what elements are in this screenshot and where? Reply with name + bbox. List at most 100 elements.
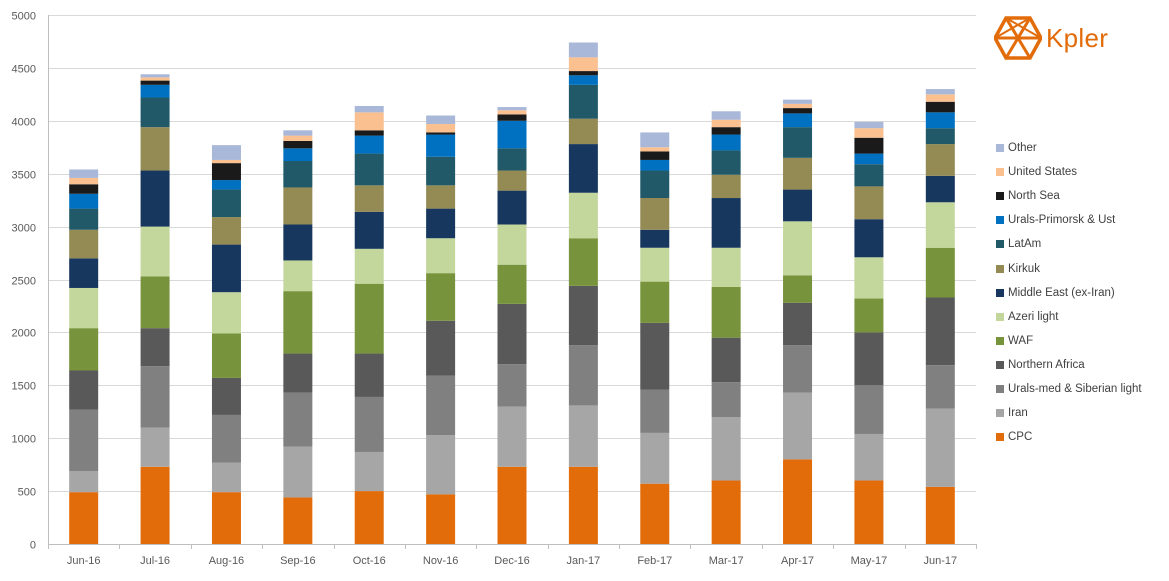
- legend-swatch: [996, 216, 1004, 225]
- legend-swatch: [996, 360, 1004, 369]
- bar-segment: [640, 132, 670, 148]
- bar-segment: [211, 217, 241, 245]
- bar-segment: [854, 153, 884, 165]
- y-tick-label: 4500: [12, 64, 36, 76]
- bar-segment: [497, 224, 527, 265]
- bar-segment: [783, 127, 813, 158]
- bar-segment: [283, 140, 313, 149]
- bar-segment: [69, 287, 99, 329]
- bar-segment: [568, 285, 598, 346]
- y-tick-label: 5000: [12, 11, 36, 23]
- bar-segment: [640, 281, 670, 323]
- legend-swatch: [996, 168, 1004, 177]
- bar-segment: [640, 322, 670, 390]
- bar-segment: [711, 382, 741, 418]
- bar-segment: [640, 229, 670, 248]
- bar-segment: [497, 190, 527, 225]
- chart-legend: Other United States North Sea Urals-Primors…: [996, 136, 1166, 449]
- legend-swatch: [996, 240, 1004, 249]
- bar-segment: [925, 247, 955, 298]
- bar-segment: [568, 238, 598, 286]
- legend-label: United States: [1008, 166, 1078, 179]
- bar-segment: [283, 161, 313, 188]
- legend-swatch: [996, 384, 1004, 393]
- bar-segment: [426, 273, 456, 321]
- bar-segment: [854, 298, 884, 333]
- bar-segment: [783, 459, 813, 544]
- bar-segment: [783, 189, 813, 222]
- bar-segment: [640, 483, 670, 544]
- legend-item: Urals-med & Siberian light: [996, 377, 1166, 401]
- bar-segment: [354, 396, 384, 452]
- bar-segment: [925, 365, 955, 409]
- bar-segment: [69, 492, 99, 544]
- bar-segment: [354, 451, 384, 492]
- bar-segment: [925, 144, 955, 176]
- bar-segment: [283, 497, 313, 544]
- bar-segment: [426, 134, 456, 157]
- legend-label: WAF: [1008, 334, 1034, 347]
- bar-segment: [497, 264, 527, 304]
- bar-segment: [426, 494, 456, 544]
- bar-segment: [140, 127, 170, 171]
- bar-segment: [497, 120, 527, 149]
- bar-segment: [640, 198, 670, 230]
- legend-item: United States: [996, 160, 1166, 184]
- bar-segment: [354, 130, 384, 136]
- y-tick-label: 4000: [12, 117, 36, 129]
- bar-segment: [354, 211, 384, 249]
- legend-swatch: [996, 409, 1004, 418]
- bar-segment: [711, 417, 741, 481]
- bar-segment: [140, 170, 170, 227]
- bar-segment: [568, 345, 598, 406]
- kpler-logo-icon: [994, 16, 1042, 60]
- bar-segment: [497, 107, 527, 111]
- bar-segment: [711, 150, 741, 175]
- x-tick-label: Oct-16: [353, 555, 386, 567]
- y-tick-label: 3000: [12, 223, 36, 235]
- bar-segment: [854, 164, 884, 187]
- bar-segment: [426, 185, 456, 209]
- bar-segment: [497, 466, 527, 544]
- bar-segment: [925, 94, 955, 102]
- bar-segment: [925, 175, 955, 203]
- legend-item: Northern Africa: [996, 353, 1166, 377]
- bar-segment: [783, 103, 813, 109]
- y-tick-label: 3500: [12, 170, 36, 182]
- bar-segment: [354, 112, 384, 131]
- bar-segment: [69, 208, 99, 230]
- bars: [69, 42, 955, 544]
- bar-segment: [854, 219, 884, 258]
- bar-segment: [925, 101, 955, 113]
- bar-segment: [211, 159, 241, 164]
- bar-segment: [854, 121, 884, 129]
- bar-segment: [211, 377, 241, 415]
- bar-segment: [283, 187, 313, 225]
- y-tick-label: 2000: [12, 328, 36, 340]
- x-tick-label: Jan-17: [567, 555, 601, 567]
- x-tick-label: Apr-17: [781, 555, 814, 567]
- bar-segment: [283, 446, 313, 498]
- bar-segment: [568, 75, 598, 85]
- bar-segment: [69, 471, 99, 493]
- bar-segment: [568, 84, 598, 119]
- bar-segment: [568, 71, 598, 76]
- bar-segment: [426, 435, 456, 495]
- bar-segment: [568, 144, 598, 193]
- bar-segment: [354, 105, 384, 113]
- bar-segment: [640, 432, 670, 484]
- x-tick-label: Feb-17: [637, 555, 672, 567]
- bar-segment: [925, 112, 955, 129]
- bar-segment: [497, 406, 527, 467]
- bar-segment: [140, 97, 170, 128]
- bar-segment: [69, 258, 99, 288]
- bar-segment: [854, 257, 884, 299]
- x-tick-label: Jun-16: [67, 555, 101, 567]
- bar-segment: [69, 177, 99, 185]
- bar-segment: [640, 147, 670, 152]
- bar-segment: [640, 170, 670, 199]
- bar-segment: [925, 202, 955, 248]
- bar-segment: [711, 247, 741, 287]
- bar-segment: [783, 345, 813, 393]
